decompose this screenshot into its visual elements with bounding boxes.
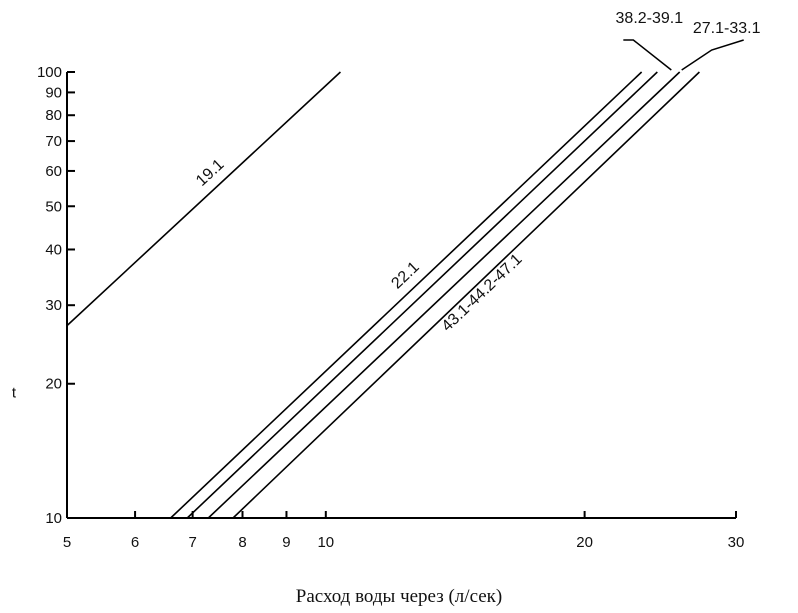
y-tick-label: 80	[45, 107, 62, 124]
x-tick-label: 9	[282, 534, 290, 551]
series-label: 27.1-33.1	[693, 20, 761, 37]
x-tick-label: 8	[238, 534, 246, 551]
y-tick-label: 90	[45, 84, 62, 101]
series-line	[66, 71, 341, 327]
x-tick-label: 7	[188, 534, 196, 551]
x-tick-label: 6	[131, 534, 139, 551]
series-line	[170, 71, 643, 519]
y-tick-label: 20	[45, 376, 62, 393]
series-label: 22.1	[388, 259, 422, 293]
y-axis-title: t	[12, 385, 17, 402]
series-line	[207, 71, 681, 519]
x-tick-label: 30	[728, 534, 745, 551]
axis-ticks: 5 6 7 8 9 10 20 30 10 20 30 40 50 60 70 80 90 100 t	[12, 64, 744, 551]
y-tick-label: 100	[37, 64, 62, 81]
series-label: 38.2-39.1	[616, 10, 684, 27]
chart-canvas: 5 6 7 8 9 10 20 30 10 20 30 40 50 60 70 80 90 100 t 19.1 22…	[12, 10, 761, 551]
series-label-leader	[623, 39, 672, 71]
y-tick-label: 40	[45, 241, 62, 258]
y-tick-label: 50	[45, 198, 62, 215]
y-tick-label: 10	[45, 510, 62, 527]
y-tick-label: 70	[45, 133, 62, 150]
y-tick-label: 30	[45, 297, 62, 314]
x-tick-label: 20	[576, 534, 593, 551]
series-label: 19.1	[193, 156, 227, 190]
y-tick-label: 60	[45, 163, 62, 180]
series-group	[66, 71, 700, 519]
series-line	[232, 71, 700, 519]
series-line	[186, 71, 658, 519]
x-tick-label: 10	[317, 534, 334, 551]
x-axis-title: Расход воды через (л/сек)	[295, 586, 503, 607]
x-tick-label: 5	[63, 534, 71, 551]
series-label: 43.1-44.2-47.1	[439, 251, 526, 335]
series-labels: 19.1 22.1 38.2-39.1 27.1-33.1 43.1-44.2-47.1	[193, 10, 761, 335]
series-label-leader	[681, 39, 744, 71]
